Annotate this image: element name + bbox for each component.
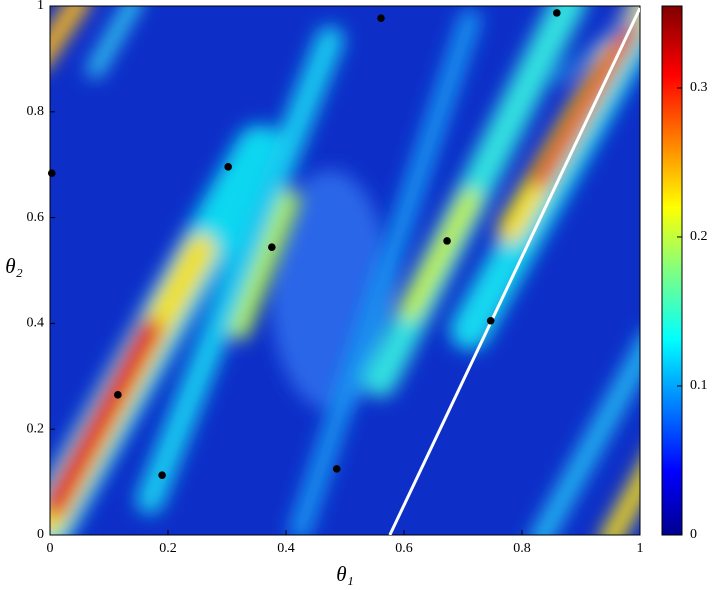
y-axis-label: θ₂ bbox=[5, 254, 23, 278]
x-tick-label: 0.6 bbox=[395, 541, 413, 556]
x-axis-label: θ₁ bbox=[336, 562, 354, 586]
colorbar-tick-label: 0 bbox=[690, 527, 697, 542]
x-tick-label: 0.2 bbox=[159, 541, 177, 556]
scatter-point bbox=[114, 391, 122, 399]
heatmap bbox=[50, 6, 640, 535]
y-tick-label: 0.2 bbox=[27, 421, 45, 436]
scatter-point bbox=[158, 471, 166, 480]
scatter-point bbox=[553, 9, 561, 17]
colorbar bbox=[661, 5, 683, 536]
y-tick-label: 0.8 bbox=[27, 104, 45, 119]
x-tick-label: 1 bbox=[637, 541, 644, 556]
x-tick-label: 0.4 bbox=[277, 541, 295, 556]
scatter-point bbox=[224, 163, 232, 171]
x-tick-label: 0.8 bbox=[513, 541, 531, 556]
fit-line bbox=[388, 7, 640, 535]
colorbar-tick-label: 0.3 bbox=[690, 80, 708, 95]
y-tick-label: 1 bbox=[37, 0, 44, 13]
scatter-point bbox=[486, 316, 495, 325]
plot-frame bbox=[49, 5, 641, 536]
scatter-point bbox=[377, 14, 385, 22]
scatter-point bbox=[268, 243, 276, 252]
scatter-point bbox=[332, 465, 341, 473]
scatter-point bbox=[443, 237, 451, 245]
y-tick-label: 0.6 bbox=[27, 210, 45, 225]
colorbar-tick-label: 0.2 bbox=[690, 229, 708, 244]
y-tick-label: 0.4 bbox=[27, 316, 45, 331]
colorbar-tick-label: 0.1 bbox=[690, 378, 708, 393]
y-tick-label: 0 bbox=[37, 527, 44, 542]
scatter-point bbox=[47, 169, 56, 177]
x-tick-label: 0 bbox=[47, 541, 54, 556]
